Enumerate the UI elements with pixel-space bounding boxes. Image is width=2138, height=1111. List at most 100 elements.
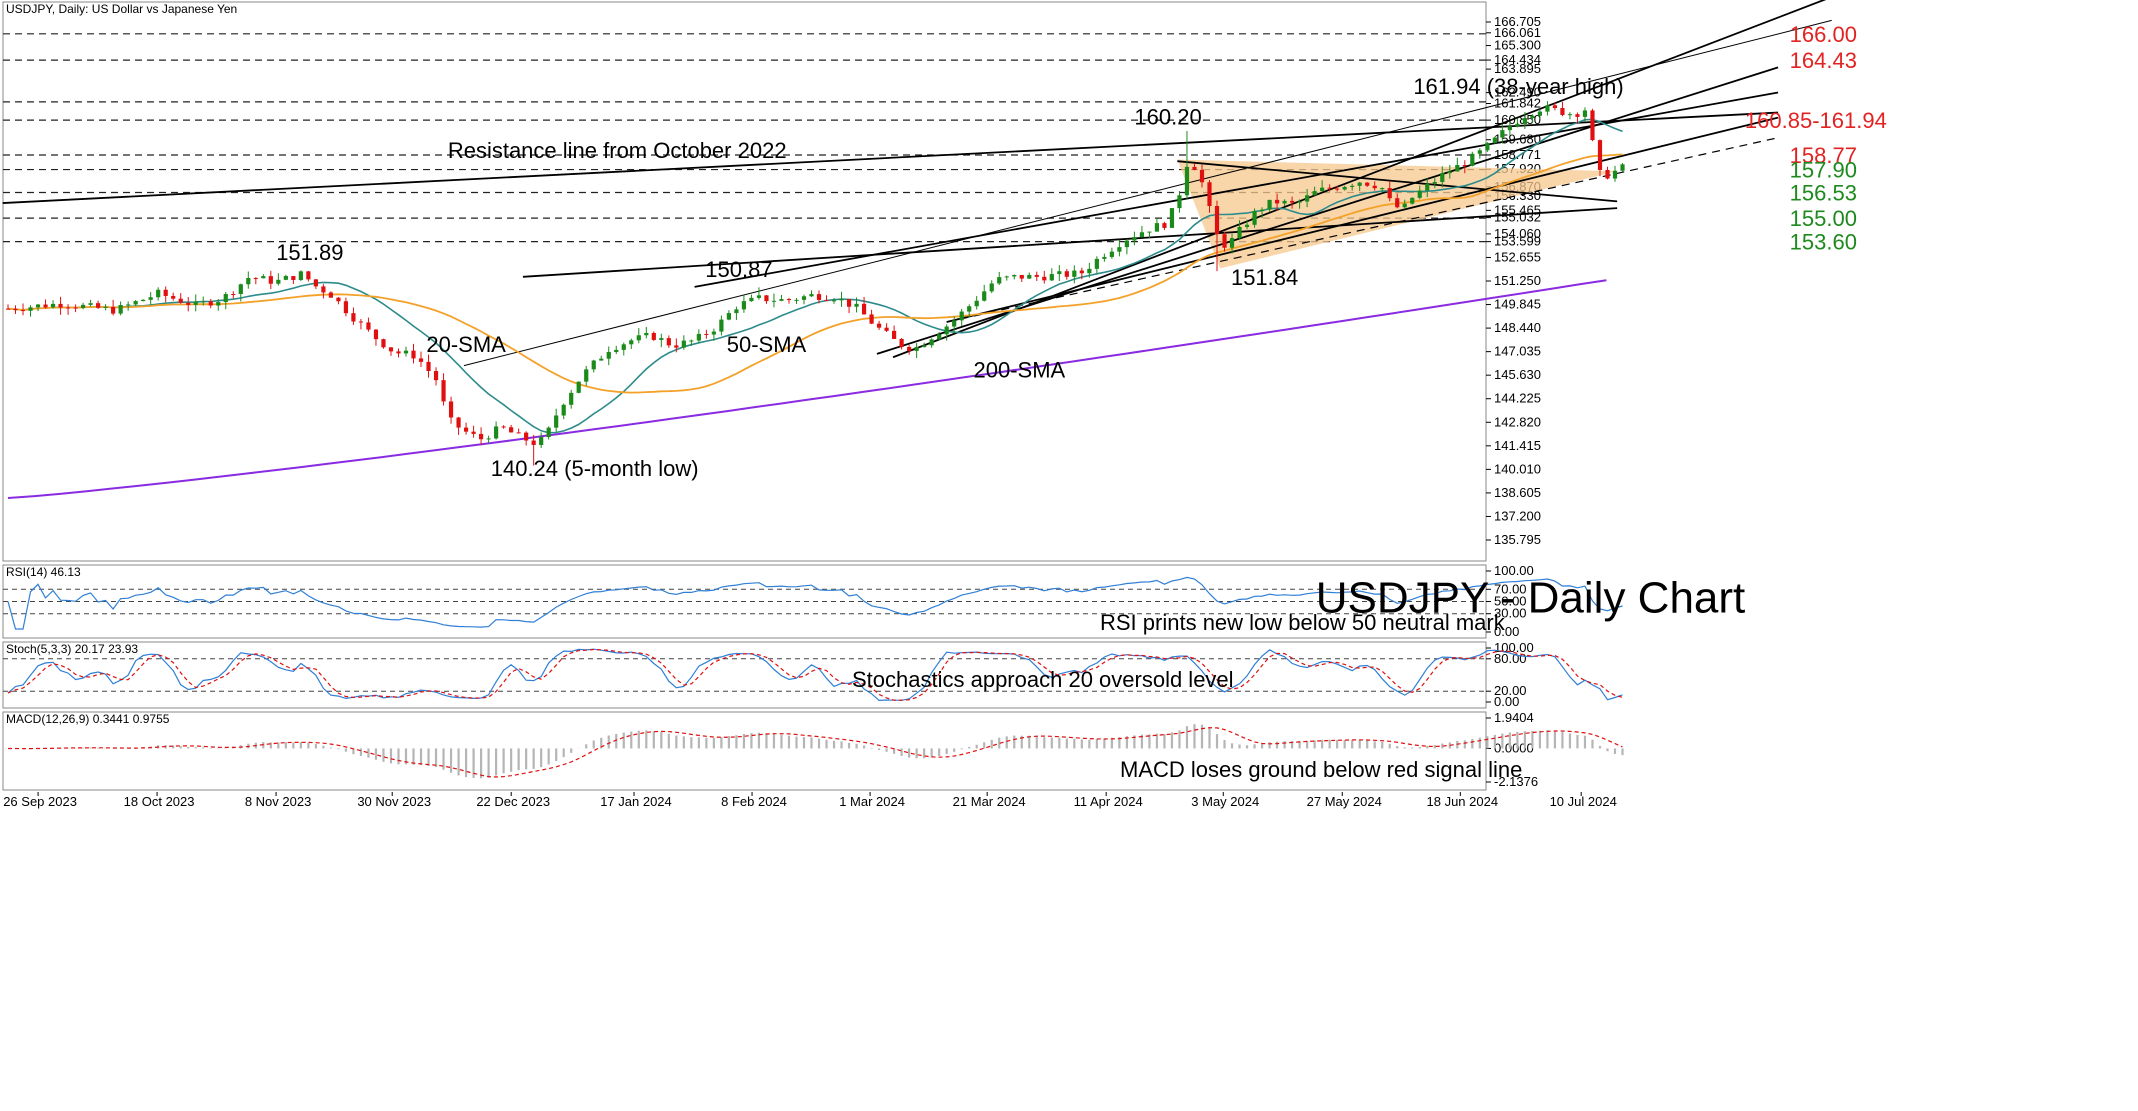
- candle-body: [1274, 199, 1280, 204]
- candle-up: [156, 287, 161, 301]
- candle-up: [914, 343, 919, 359]
- candle-up: [1297, 199, 1302, 209]
- candle-down: [1042, 270, 1047, 284]
- candle-body: [1034, 274, 1039, 277]
- candle-body: [298, 271, 303, 280]
- candle-down: [186, 297, 191, 312]
- rsi-line: [7, 576, 1623, 630]
- candle-down: [816, 290, 822, 304]
- candle-up: [223, 291, 228, 310]
- candle-body: [599, 358, 604, 361]
- price-tick-label: 158.771: [1494, 147, 1541, 162]
- candle-body: [5, 308, 11, 310]
- candle-body: [1192, 166, 1197, 170]
- candle-body: [1162, 223, 1167, 228]
- candle-body: [448, 401, 454, 418]
- candle-down: [846, 298, 852, 314]
- candle-body: [1019, 274, 1024, 279]
- candle-body: [666, 338, 671, 346]
- price-tick-label: 141.415: [1494, 438, 1541, 453]
- triangle-pattern: [1177, 159, 1618, 269]
- candle-up: [486, 435, 491, 443]
- candle-down: [666, 335, 671, 348]
- candle-up: [944, 324, 949, 341]
- candle-down: [824, 295, 829, 302]
- price-tick-label: 165.300: [1494, 38, 1541, 53]
- candle-body: [88, 303, 93, 305]
- x-tick-label: 27 May 2024: [1307, 794, 1382, 809]
- candle-body: [1147, 231, 1152, 233]
- sma50-line: [7, 153, 1623, 394]
- candle-body: [1012, 274, 1017, 277]
- candle-up: [1620, 163, 1625, 173]
- candle-up: [126, 301, 131, 311]
- candle-body: [1567, 114, 1573, 116]
- candle-down: [5, 304, 11, 310]
- candle-body: [388, 347, 394, 352]
- candle-body: [478, 433, 484, 440]
- candle-down: [441, 373, 446, 406]
- candle-up: [1244, 219, 1250, 230]
- candle-down: [358, 318, 364, 330]
- candle-down: [411, 343, 416, 364]
- price-tick-label: 164.434: [1494, 52, 1541, 67]
- candle-up: [606, 346, 611, 366]
- candle-body: [681, 340, 686, 348]
- candle-up: [133, 300, 138, 307]
- candle-down: [1199, 164, 1205, 188]
- candle-body: [343, 301, 349, 314]
- x-tick-label: 3 May 2024: [1191, 794, 1259, 809]
- sma20-line: [7, 118, 1623, 434]
- candle-body: [486, 438, 491, 440]
- candle-up: [28, 305, 33, 317]
- candle-down: [1034, 271, 1039, 281]
- candle-down: [426, 354, 431, 378]
- candle-body: [1004, 276, 1009, 278]
- candle-up: [831, 298, 837, 304]
- candle-body: [1132, 237, 1137, 241]
- candle-up: [276, 273, 281, 286]
- candle-up: [261, 274, 266, 279]
- candle-up: [238, 283, 243, 302]
- candle-body: [1552, 105, 1558, 109]
- candle-body: [1117, 247, 1122, 252]
- candle-body: [614, 349, 619, 352]
- candle-body: [606, 351, 611, 359]
- candle-body: [313, 279, 318, 287]
- candle-up: [1147, 231, 1152, 238]
- candle-body: [651, 332, 656, 340]
- candle-body: [1530, 115, 1535, 119]
- candle-body: [967, 306, 972, 312]
- candle-body: [576, 381, 581, 393]
- candle-body: [328, 292, 334, 298]
- candle-body: [1290, 200, 1295, 203]
- price-tick-label: 161.842: [1494, 95, 1541, 110]
- candle-down: [1335, 185, 1340, 192]
- candle-body: [1590, 110, 1595, 141]
- price-tick-label: 135.795: [1494, 532, 1541, 547]
- candle-body: [1057, 271, 1062, 275]
- candle-body: [193, 301, 198, 305]
- candle-down: [456, 416, 461, 435]
- candle-up: [1229, 233, 1235, 254]
- annotation-sma20: 20-SMA: [426, 332, 506, 357]
- candle-up: [1417, 185, 1422, 200]
- candle-down: [65, 304, 71, 315]
- candle-up: [1380, 187, 1385, 193]
- candle-body: [118, 305, 123, 314]
- candle-down: [651, 331, 656, 341]
- candle-up: [1259, 207, 1265, 218]
- candle-body: [1417, 190, 1422, 198]
- x-tick-label: 21 Mar 2024: [953, 794, 1026, 809]
- candle-up: [1252, 208, 1257, 228]
- candle-body: [959, 311, 964, 321]
- candle-up: [584, 365, 589, 386]
- candle-down: [531, 434, 536, 466]
- stoch-tick-label: 20.00: [1494, 683, 1527, 698]
- annotation-sma200: 200-SMA: [973, 357, 1065, 382]
- candle-up: [1072, 265, 1077, 284]
- candle-up: [1567, 112, 1573, 120]
- candle-body: [471, 431, 476, 434]
- candle-body: [178, 298, 183, 303]
- candle-up: [1582, 107, 1588, 122]
